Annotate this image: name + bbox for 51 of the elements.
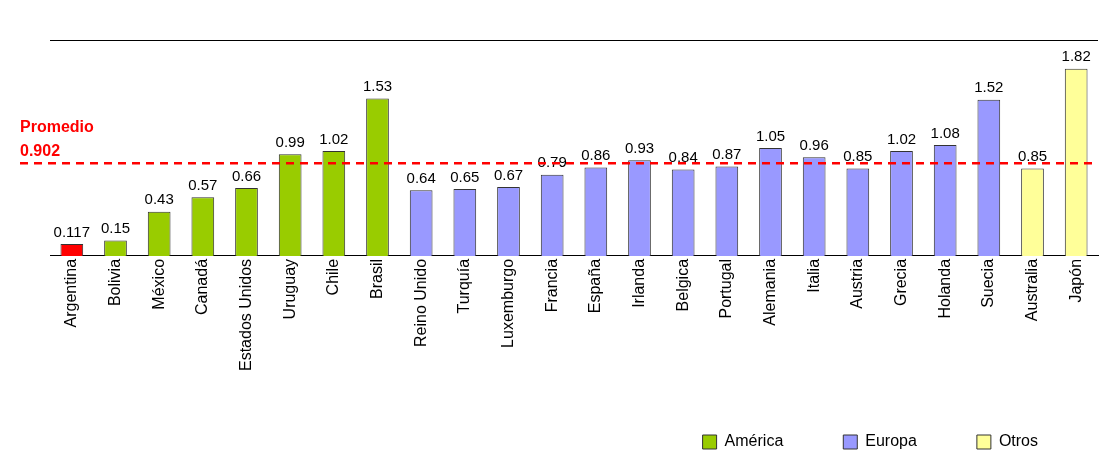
x-tick-label: Uruguay <box>280 258 298 320</box>
data-label: 1.52 <box>974 78 1004 96</box>
x-tick-label: Belgica <box>673 258 691 312</box>
data-label: 0.85 <box>1017 147 1048 165</box>
data-label: 0.93 <box>624 138 655 156</box>
data-label: 0.99 <box>275 132 305 150</box>
data-label: 0.57 <box>188 175 218 193</box>
x-tick-label: Austria <box>848 258 866 309</box>
ref-line-label: Promedio 0.902 <box>20 117 95 159</box>
x-tick-label: Reino Unido <box>411 258 429 347</box>
data-label: 1.53 <box>362 77 393 95</box>
data-label: 1.05 <box>755 126 786 144</box>
x-tick-label: Australia <box>1022 258 1040 322</box>
x-tick-label: Canadá <box>193 258 211 315</box>
x-tick-label: Holanda <box>935 258 953 319</box>
x-tick-label: Francia <box>542 258 560 313</box>
data-label: 0.96 <box>799 135 829 153</box>
legend-label: Europa <box>865 432 917 450</box>
x-tick-label: Argentina <box>62 258 80 328</box>
data-label: 0.87 <box>712 145 742 163</box>
data-label: 0.15 <box>100 219 131 237</box>
x-tick-label: México <box>149 258 167 310</box>
x-tick-label: España <box>586 258 604 314</box>
data-label: 0.117 <box>53 222 91 240</box>
data-label: 1.02 <box>886 129 917 147</box>
x-tick-label: Japón <box>1066 258 1084 303</box>
legend-label: América <box>724 432 784 450</box>
data-label: 0.65 <box>450 167 480 185</box>
x-tick-label: Estados Unidos <box>236 258 254 371</box>
x-tick-label: Brasil <box>367 258 385 299</box>
x-tick-label: Irlanda <box>629 258 647 308</box>
x-tick-label: Italia <box>804 258 822 293</box>
x-tick-label: Chile <box>324 258 342 296</box>
data-label: 1.08 <box>930 123 960 141</box>
data-label: 0.86 <box>581 146 611 164</box>
x-tick-label: Turquía <box>455 258 473 314</box>
x-tick-label: Alemania <box>760 258 778 326</box>
data-label: 1.02 <box>319 129 349 147</box>
data-label: 0.66 <box>231 166 262 184</box>
data-label: 1.82 <box>1061 47 1091 65</box>
data-label: 0.64 <box>406 168 436 186</box>
legend-label: Otros <box>998 432 1039 450</box>
x-tick-label: Suecia <box>979 258 997 308</box>
x-tick-label: Luxemburgo <box>498 258 516 348</box>
x-tick-label: Portugal <box>717 258 735 319</box>
data-label: 0.84 <box>668 148 698 166</box>
data-label: 0.43 <box>144 190 174 208</box>
data-label: 0.67 <box>493 165 524 183</box>
x-tick-label: Bolivia <box>105 258 123 307</box>
data-label: 0.85 <box>843 147 873 165</box>
x-tick-label: Grecia <box>891 258 909 307</box>
